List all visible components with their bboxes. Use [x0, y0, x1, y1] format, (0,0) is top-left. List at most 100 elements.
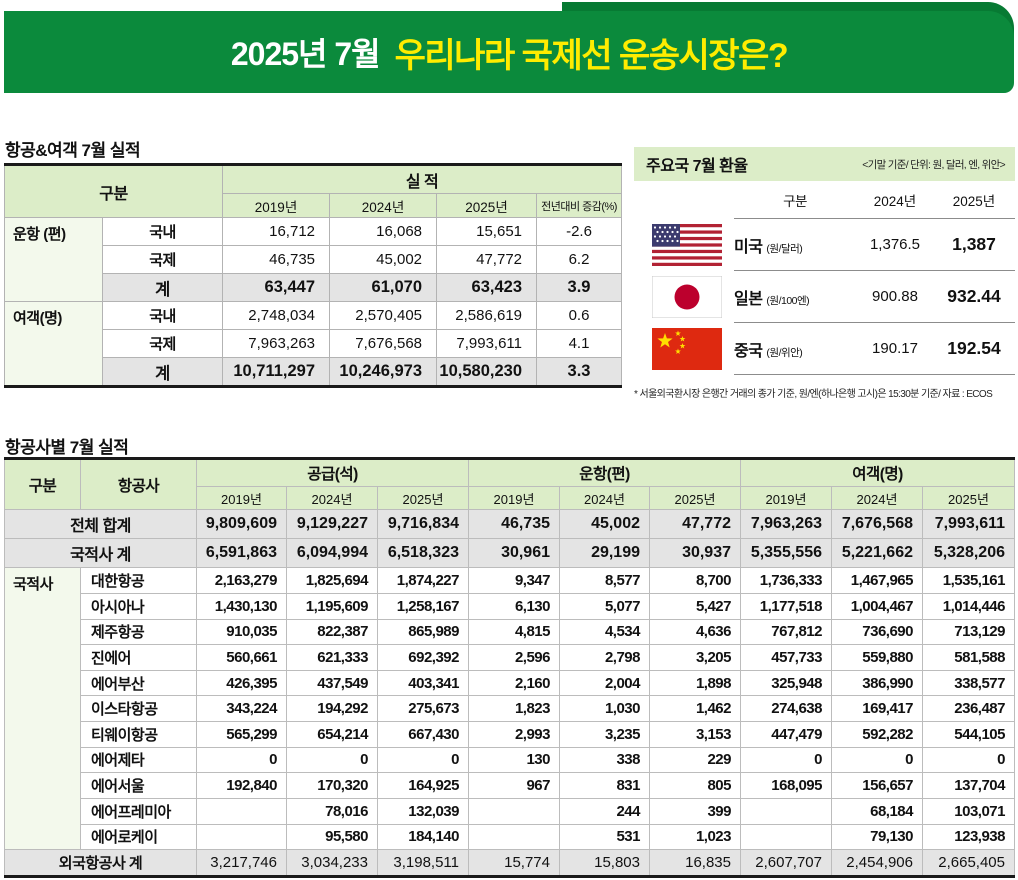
airline-value-cell: 654,214 [286, 721, 378, 748]
airline-value-cell: 3,217,746 [196, 849, 287, 877]
traffic-row-label: 계 [101, 357, 224, 387]
airline-row: 에어로케이 95,580 184,140 531 1,023 79,130 123,938 [5, 823, 1015, 851]
banner-date: 2025년 7월 [230, 36, 381, 72]
airline-section-title: 항공사별 7월 실적 [5, 438, 129, 457]
airline-value-cell: 3,153 [649, 721, 741, 748]
airline-row: 이스타항공 343,224 194,292 275,673 1,823 1,030 1,46… [5, 695, 1015, 722]
traffic-value-cell: 7,963,263 [222, 329, 331, 358]
airline-value-cell: 184,140 [377, 823, 469, 851]
airline-value-cell: 1,898 [649, 669, 741, 697]
airline-table: 구분 항공사 공급(석) 운항(편) 여객(명) 2019년 2024년 202… [4, 457, 1015, 878]
traffic-row: 국제 7,963,263 7,676,568 7,993,611 4.1 [5, 329, 623, 358]
airline-value-cell: 0 [196, 746, 287, 774]
airline-value-cell: 244 [559, 797, 650, 825]
airline-value-cell: 6,094,994 [286, 538, 378, 569]
airline-name: 대한항공 [80, 567, 197, 594]
airline-value-cell: 4,534 [559, 618, 650, 646]
fx-value-2025: 932.44 [947, 286, 1001, 306]
airline-value-cell: 565,299 [196, 721, 287, 748]
airline-value-cell: 3,235 [559, 721, 650, 748]
airline-name-header: 항공사 [80, 458, 197, 510]
airline-value-cell: 192,840 [196, 772, 287, 799]
traffic-value-cell: 10,580,230 [436, 357, 538, 387]
airline-value-cell: 130 [468, 746, 560, 774]
traffic-group-label: 여객(명) [4, 301, 103, 387]
traffic-table-body: 운항 (편) 국내 16,712 16,068 15,651 -2.6 국제 46,735 45… [4, 217, 623, 387]
airline-value-cell: 910,035 [196, 618, 287, 646]
airline-value-cell: 667,430 [377, 721, 469, 748]
airline-value-cell: 0 [286, 746, 378, 774]
airline-row: 국적사 대한항공 2,163,279 1,825,694 1,874,227 9,347 8… [4, 567, 1015, 851]
airline-row: 에어부산 426,395 437,549 403,341 2,160 2,004 1,898… [5, 669, 1015, 697]
flights-group-header: 운항(편) [468, 458, 741, 487]
airline-value-cell: 325,948 [740, 669, 832, 697]
airline-value-cell: 137,704 [922, 772, 1015, 799]
airline-value-cell: 0 [377, 746, 469, 774]
airline-row: 아시아나 1,430,130 1,195,609 1,258,167 6,130 5,07… [5, 592, 1015, 620]
airline-value-cell: 2,004 [559, 669, 650, 697]
airline-value-cell: 5,355,556 [740, 538, 832, 569]
airline-row: 에어서울 192,840 170,320 164,925 967 831 805 168,09… [5, 772, 1015, 799]
traffic-row: 계 63,447 61,070 63,423 3.9 [5, 273, 623, 302]
traffic-change-header: 전년대비 증감(%) [536, 193, 623, 218]
traffic-value-cell: 0.6 [536, 301, 623, 330]
airline-value-cell: 386,990 [831, 669, 923, 697]
airline-value-cell: 123,938 [922, 823, 1015, 851]
traffic-value-cell: 7,993,611 [436, 329, 538, 358]
airline-value-cell: 156,657 [831, 772, 923, 799]
airline-value-cell: 865,989 [377, 618, 469, 646]
airline-row: 진에어 560,661 621,333 692,392 2,596 2,798 3,205 4… [5, 644, 1015, 671]
airline-value-cell: 45,002 [559, 508, 650, 540]
fx-country-unit: (원/달러) [766, 242, 803, 255]
airline-value-cell: 5,221,662 [831, 538, 923, 569]
traffic-row: 국제 46,735 45,002 47,772 6.2 [5, 245, 623, 274]
traffic-row-label: 국제 [101, 329, 224, 358]
airline-value-cell: 236,487 [922, 695, 1015, 722]
traffic-value-cell: 63,423 [436, 273, 538, 302]
airline-value-cell: 275,673 [377, 695, 469, 722]
summary-row-label: 외국항공사 계 [4, 849, 197, 877]
fx-row-china: 중국 (원/위안) 190.17 192.54 [634, 323, 1015, 375]
airline-value-cell: 0 [922, 746, 1015, 774]
airline-value-cell: 544,105 [922, 721, 1015, 748]
airline-row: 에어프레미아 78,016 132,039 244 399 68,184 103,071 [5, 797, 1015, 825]
supply-group-header: 공급(석) [196, 458, 469, 487]
traffic-perf-header: 실 적 [222, 164, 623, 194]
year-header: 2019년 [196, 486, 287, 510]
fx-country-name: 중국 (원/위안) [734, 342, 803, 360]
traffic-value-cell: 61,070 [329, 273, 438, 302]
airline-value-cell: 1,195,609 [286, 592, 378, 620]
airline-name: 진에어 [80, 644, 197, 671]
airline-value-cell: 1,874,227 [377, 567, 469, 594]
airline-value-cell [468, 823, 560, 851]
year-header: 2025년 [922, 486, 1015, 510]
airline-value-cell: 3,034,233 [286, 849, 378, 877]
airline-value-cell: 103,071 [922, 797, 1015, 825]
airline-value-cell: 1,736,333 [740, 567, 832, 594]
fx-value-2025: 1,387 [952, 234, 996, 254]
airline-value-cell: 831 [559, 772, 650, 799]
airline-value-cell: 9,809,609 [196, 508, 287, 540]
fx-col-gubun: 구분 [783, 193, 807, 209]
airline-value-cell: 5,427 [649, 592, 741, 620]
banner-body: 2025년 7월 우리나라 국제선 운송시장은? [4, 11, 1014, 93]
traffic-row-label: 국내 [101, 217, 224, 246]
airline-value-cell [740, 797, 832, 825]
fx-country-unit: (원/100엔) [766, 294, 810, 307]
airline-value-cell: 3,198,511 [377, 849, 469, 877]
airline-value-cell: 170,320 [286, 772, 378, 799]
fx-value-2024: 900.88 [872, 288, 918, 305]
year-header: 2019년 [468, 486, 560, 510]
traffic-value-cell: 15,651 [436, 217, 538, 246]
traffic-value-cell: 2,570,405 [329, 301, 438, 330]
traffic-value-cell: 16,712 [222, 217, 331, 246]
traffic-row: 계 10,711,297 10,246,973 10,580,230 3.3 [5, 357, 623, 387]
carrier-category-label: 국적사 [4, 567, 81, 851]
airline-value-cell [196, 823, 287, 851]
airline-value-cell: 5,328,206 [922, 538, 1015, 569]
airline-value-cell: 338 [559, 746, 650, 774]
airline-value-cell [196, 797, 287, 825]
traffic-value-cell: 16,068 [329, 217, 438, 246]
airline-value-cell: 15,803 [559, 849, 650, 877]
airline-value-cell: 7,993,611 [922, 508, 1015, 540]
